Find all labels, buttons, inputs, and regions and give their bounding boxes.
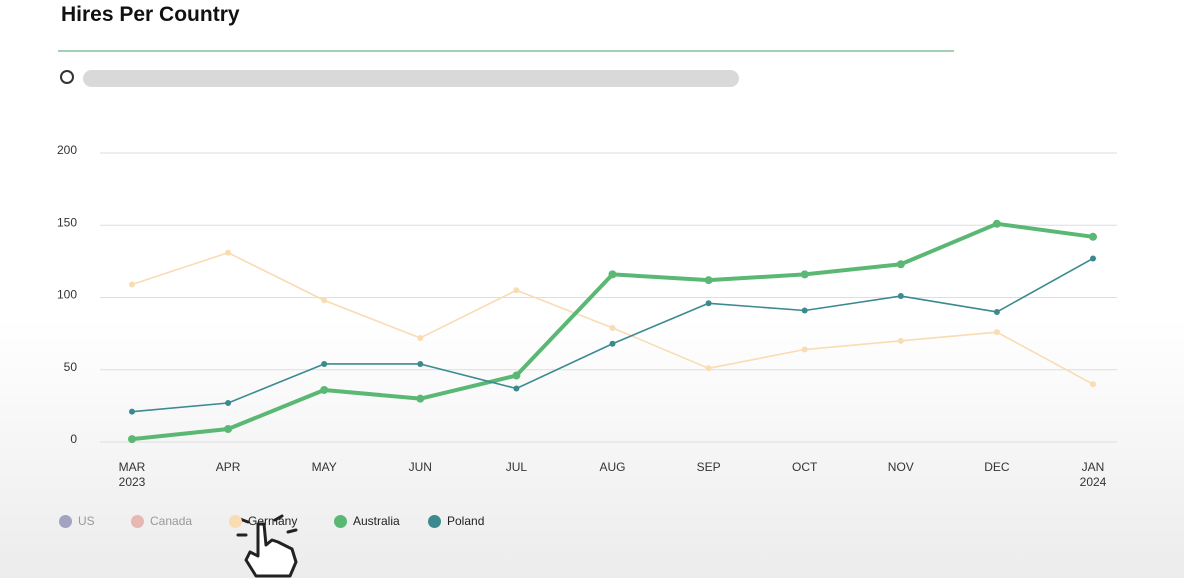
- legend-label: Poland: [447, 514, 485, 528]
- data-point: [992, 219, 1001, 228]
- data-point: [513, 385, 520, 392]
- data-point: [321, 360, 328, 367]
- data-point: [609, 340, 616, 347]
- legend-label: US: [78, 514, 95, 528]
- data-point: [897, 293, 904, 300]
- data-point: [224, 424, 233, 433]
- data-point: [705, 365, 712, 372]
- x-tick-label: SEP: [696, 460, 721, 474]
- x-tick-label: JUL: [505, 460, 528, 474]
- legend-item[interactable]: US: [59, 514, 95, 528]
- legend-item[interactable]: Poland: [428, 514, 484, 528]
- legend-label: Australia: [353, 514, 400, 528]
- x-tick-label: DEC: [984, 460, 1010, 474]
- data-point: [704, 276, 713, 285]
- legend-swatch: [229, 514, 242, 528]
- x-tick-label: NOV: [887, 460, 914, 474]
- x-tick-label: JAN 2024: [1079, 460, 1107, 489]
- data-point: [1090, 381, 1096, 388]
- data-point: [608, 270, 617, 279]
- loading-bar: [83, 70, 739, 87]
- data-point: [800, 270, 809, 279]
- icon: [60, 70, 74, 84]
- x-tick-label: AUG: [599, 460, 626, 474]
- data-point: [417, 334, 424, 341]
- data-point: [1089, 232, 1097, 241]
- data-point: [801, 346, 808, 353]
- legend-swatch: [59, 514, 72, 528]
- data-point: [609, 324, 616, 331]
- x-tick-label: APR: [215, 460, 241, 474]
- data-point: [1090, 255, 1096, 262]
- y-tick-label: 150: [57, 215, 77, 229]
- data-point: [225, 399, 232, 406]
- legend-swatch: [428, 514, 441, 528]
- data-point: [896, 260, 905, 269]
- data-point: [129, 281, 135, 288]
- legend-item[interactable]: Australia: [334, 514, 400, 528]
- title-rule: [58, 50, 954, 52]
- data-point: [897, 337, 904, 344]
- data-point: [993, 308, 1000, 315]
- legend-item[interactable]: Canada: [131, 514, 192, 528]
- series-line: [131, 257, 1094, 413]
- data-point: [417, 360, 424, 367]
- data-point: [993, 329, 1000, 336]
- data-point: [801, 307, 808, 314]
- legend-swatch: [131, 514, 144, 528]
- data-point: [321, 297, 328, 304]
- y-tick-label: 200: [57, 143, 77, 157]
- legend-label: Germany: [248, 514, 298, 528]
- x-tick-label: MAY: [311, 460, 337, 474]
- data-point: [225, 249, 232, 256]
- legend-label: Canada: [150, 514, 193, 528]
- data-point: [128, 435, 136, 444]
- legend-swatch: [334, 514, 347, 528]
- chart-title: Hires Per Country: [61, 3, 240, 26]
- y-tick-label: 50: [64, 360, 78, 374]
- data-point: [512, 371, 521, 380]
- data-point: [129, 408, 135, 415]
- legend-item[interactable]: Germany: [229, 514, 297, 528]
- y-tick-label: 0: [70, 432, 77, 446]
- x-tick-label: OCT: [792, 460, 818, 474]
- y-tick-label: 100: [57, 288, 77, 302]
- x-tick-label: MAR 2023: [118, 460, 146, 489]
- data-point: [320, 385, 329, 394]
- data-point: [416, 394, 425, 403]
- series-line: [131, 221, 1094, 442]
- x-tick-label: JUN: [408, 460, 432, 474]
- data-point: [513, 287, 520, 294]
- data-point: [705, 300, 712, 307]
